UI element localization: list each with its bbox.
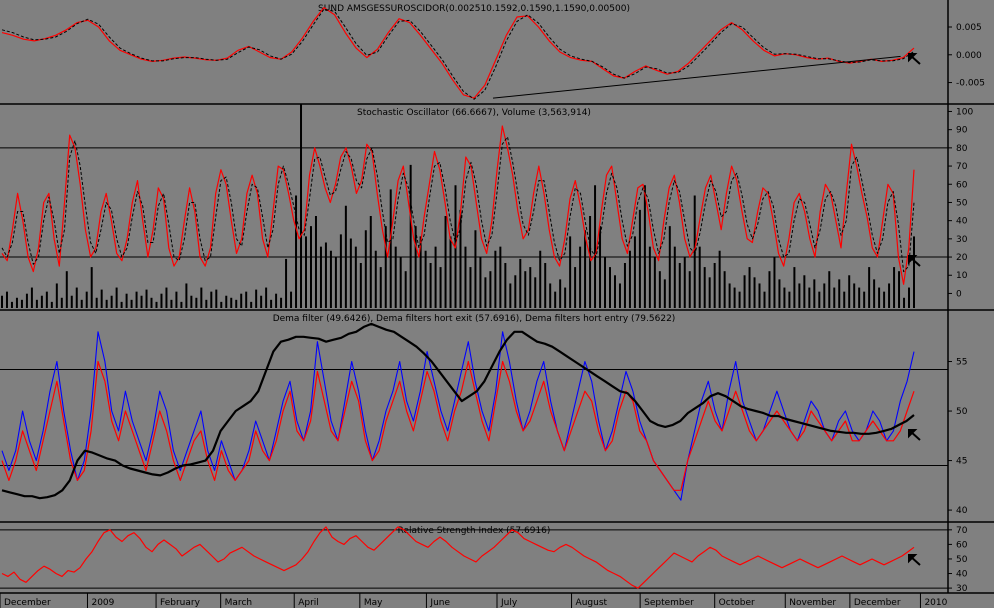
series-line-1-1: [1, 136, 915, 273]
xtick-label-8: August: [576, 598, 608, 608]
arrow-marker-0: [908, 53, 921, 65]
ytick-label-2-2: 50: [956, 407, 968, 417]
series-line-3-0: [1, 526, 915, 589]
ytick-label-1-8: 80: [956, 144, 968, 154]
ytick-label-0-1: 0.000: [956, 51, 982, 61]
panel-0: SUND AMSGESSUROSCIDOR(0.002510.1592,0.15…: [1, 4, 985, 100]
arrow-marker-1: [908, 255, 921, 267]
ytick-label-2-0: 40: [956, 506, 968, 516]
xtick-label-11: November: [789, 598, 836, 608]
xtick-label-9: September: [644, 598, 694, 608]
xtick-label-2: February: [160, 598, 201, 608]
xtick-label-7: July: [500, 598, 518, 608]
panel-1: Stochastic Oscillator (66.6667), Volume …: [0, 103, 973, 308]
series-line-0-2: [492, 55, 901, 99]
ytick-label-3-4: 70: [956, 526, 968, 536]
ytick-label-1-7: 70: [956, 162, 968, 172]
ytick-label-3-1: 40: [956, 570, 968, 580]
xtick-label-5: May: [364, 598, 383, 608]
panel-2: Dema filter (49.6426), Dema filters hort…: [0, 314, 968, 516]
series-line-1-0: [1, 125, 915, 285]
ytick-label-1-10: 100: [956, 107, 973, 117]
ytick-label-0-2: 0.005: [956, 23, 982, 33]
series-line-2-2: [1, 322, 915, 500]
ytick-label-2-3: 55: [956, 358, 967, 368]
xtick-label-6: June: [429, 598, 450, 608]
panel-3: Relative Strength Index (57.6916) 30 40 50 6…: [0, 526, 968, 594]
xtick-label-0: December: [4, 598, 51, 608]
ytick-label-3-0: 30: [956, 584, 968, 594]
series-line-0-1: [1, 8, 915, 100]
ytick-label-1-3: 30: [956, 235, 968, 245]
ytick-label-2-1: 45: [956, 457, 967, 467]
ytick-label-1-4: 40: [956, 217, 968, 227]
ytick-label-1-2: 20: [956, 253, 968, 263]
ytick-label-1-6: 60: [956, 180, 968, 190]
xtick-label-12: December: [854, 598, 901, 608]
ytick-label-1-9: 90: [956, 126, 968, 136]
arrow-marker-3: [908, 554, 921, 566]
xtick-label-3: March: [225, 598, 252, 608]
xtick-label-1: 2009: [91, 598, 114, 608]
ytick-label-0-0: -0.005: [956, 79, 985, 89]
ytick-label-1-1: 10: [956, 271, 968, 281]
xtick-label-10: October: [719, 598, 755, 608]
panel-title-2: Dema filter (49.6426), Dema filters hort…: [273, 314, 676, 324]
series-line-2-1: [1, 360, 915, 491]
ytick-label-1-5: 50: [956, 198, 968, 208]
xtick-label-13: 2010: [924, 598, 947, 608]
arrow-marker-2: [908, 429, 921, 441]
panel-title-1: Stochastic Oscillator (66.6667), Volume …: [357, 108, 591, 118]
panel-title-0: SUND AMSGESSUROSCIDOR(0.002510.1592,0.15…: [318, 4, 630, 14]
ytick-label-3-2: 50: [956, 555, 968, 565]
ytick-label-1-0: 0: [956, 289, 962, 299]
xtick-label-4: April: [298, 598, 319, 608]
ytick-label-3-3: 60: [956, 540, 968, 550]
panel-title-3: Relative Strength Index (57.6916): [398, 526, 551, 536]
